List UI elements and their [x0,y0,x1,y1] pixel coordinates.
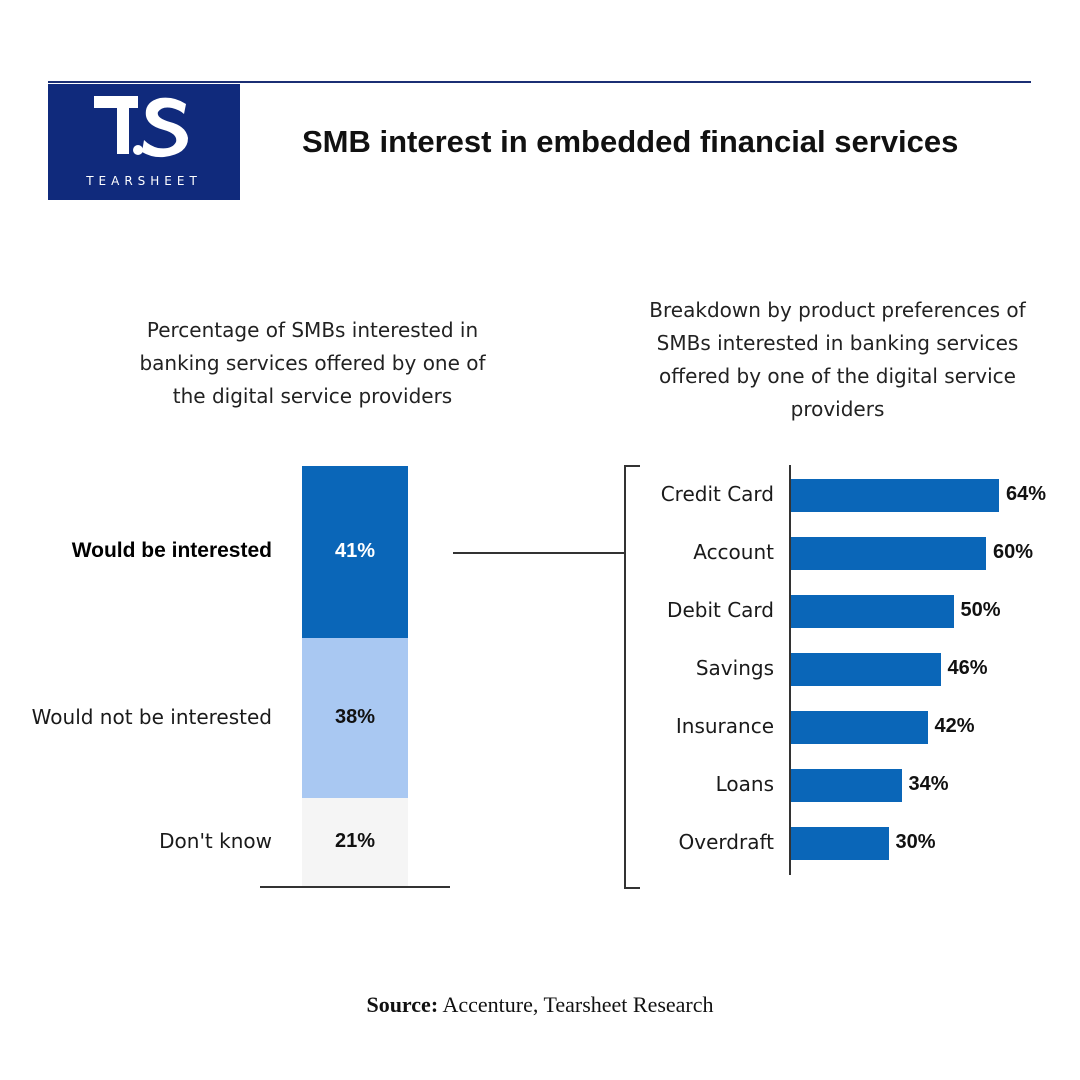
bar-value-label: 46% [947,657,988,679]
ts-logo-mark [94,96,188,158]
stack-segment-0 [302,466,408,639]
bar-credit-card [791,479,999,512]
source-text: Accenture, Tearsheet Research [442,992,714,1017]
bar-value-label: 42% [934,715,975,737]
bar-value-label: 30% [895,831,936,853]
bar-category-label: Insurance [675,714,774,738]
stack-value-label: 38% [334,706,376,728]
bar-savings [791,653,941,686]
bar-value-label: 60% [993,541,1034,563]
stack-category-label: Would not be interested [31,705,272,729]
source-note: Source: Accenture, Tearsheet Research [0,992,1080,1018]
bar-loans [791,769,902,802]
bar-category-label: Loans [715,772,774,796]
connector-line [453,552,625,554]
bar-axis [789,465,791,875]
bar-debit-card [791,595,954,628]
bar-category-label: Credit Card [660,482,774,506]
stack-value-label: 21% [334,829,376,852]
bar-category-label: Account [693,540,774,564]
top-rule [48,81,1031,83]
bar-category-label: Debit Card [667,598,774,622]
bar-category-label: Overdraft [678,830,774,854]
right-chart-subtitle: Breakdown by product preferences of SMBs… [649,298,1026,421]
stack-segment-1 [302,638,408,798]
stack-baseline [260,886,450,888]
bracket-vertical [624,465,626,889]
bar-account [791,537,986,570]
logo-wordmark: TEARSHEET [86,174,202,188]
page-title: SMB interest in embedded financial servi… [302,124,959,159]
bracket-bottom [624,887,640,889]
left-chart-subtitle: Percentage of SMBs interested in banking… [139,318,486,408]
bar-insurance [791,711,928,744]
stack-category-label: Don't know [159,828,272,853]
stack-category-label: Would be interested [71,539,272,563]
stack-value-label: 41% [334,540,376,563]
source-label: Source: [366,992,439,1017]
bracket-top [624,465,640,467]
bar-category-label: Savings [695,656,774,680]
bar-overdraft [791,827,889,860]
bar-value-label: 50% [960,599,1001,621]
tearsheet-logo: TEARSHEET [48,84,240,200]
bar-value-label: 64% [1006,483,1047,505]
stack-segment-2 [302,797,408,886]
bar-value-label: 34% [908,773,949,795]
